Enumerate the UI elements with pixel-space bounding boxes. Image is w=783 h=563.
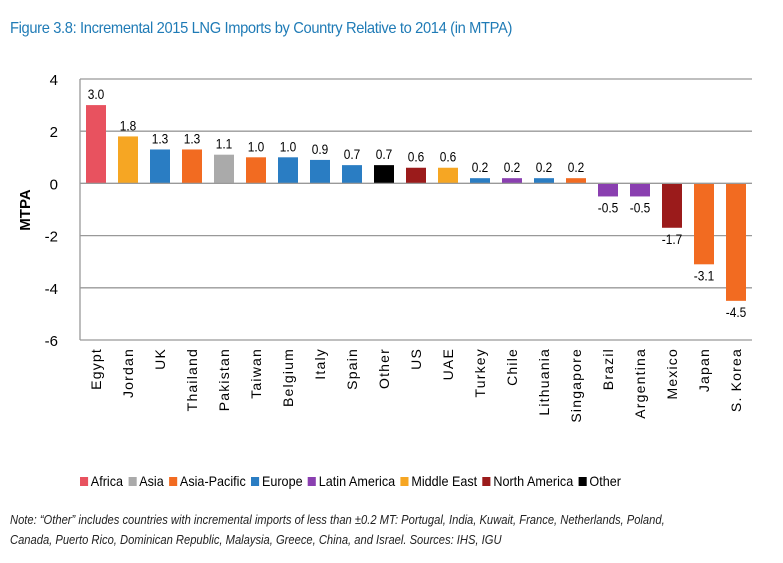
y-tick-label: -2	[45, 229, 58, 246]
chart-note: Note: “Other” includes countries with in…	[10, 512, 665, 547]
legend-swatch	[482, 476, 491, 486]
x-tick-label: Singapore	[568, 348, 584, 423]
legend-item: Middle East	[400, 473, 478, 489]
legend-swatch	[128, 476, 137, 486]
data-label: 1.8	[120, 117, 137, 133]
legend-item: Europe	[251, 473, 303, 489]
bar-argentina	[630, 183, 650, 197]
legend-label: Africa	[90, 473, 124, 489]
legend-item: Other	[578, 473, 621, 489]
bar-uk	[150, 149, 170, 184]
bar-us	[406, 167, 426, 184]
x-tick-label: Belgium	[280, 348, 296, 407]
x-tick-label: Taiwan	[248, 348, 264, 399]
bar-chile	[502, 178, 522, 184]
data-label: 0.2	[504, 159, 521, 175]
x-tick-label: Chile	[504, 348, 520, 386]
x-tick-label: Argentina	[632, 348, 648, 419]
x-tick-label: Egypt	[88, 348, 104, 390]
y-tick-label: 2	[50, 124, 58, 141]
legend-item: Latin America	[307, 473, 396, 489]
x-tick-label: S. Korea	[728, 348, 744, 412]
x-tick-label: UAE	[440, 348, 456, 380]
x-tick-label: Pakistan	[216, 348, 232, 411]
legend-item: Asia	[128, 473, 164, 489]
bar-taiwan	[246, 157, 266, 184]
bar-jordan	[118, 136, 138, 184]
data-label: 3.0	[88, 86, 105, 102]
data-label: -0.5	[598, 200, 618, 216]
x-tick-label: Japan	[696, 348, 712, 392]
bar-italy	[310, 159, 330, 184]
x-tick-label: Jordan	[120, 348, 136, 398]
data-label: 1.3	[152, 131, 169, 147]
legend-label: Asia	[139, 473, 164, 489]
y-tick-label: 0	[50, 176, 58, 193]
bar-turkey	[470, 178, 490, 184]
data-label: 0.7	[376, 146, 393, 162]
legend-swatch	[307, 476, 317, 486]
x-tick-label: Other	[376, 348, 392, 389]
y-tick-label: 4	[50, 72, 58, 89]
bar-uae	[438, 167, 458, 184]
data-label: -1.7	[662, 231, 682, 247]
chart-legend: Africa Asia Asia-Pacific Europe Latin Americ…	[80, 473, 621, 489]
data-label: 0.2	[536, 159, 553, 175]
bar-singapore	[566, 178, 586, 184]
data-label: 1.0	[248, 138, 265, 154]
x-tick-label: Spain	[344, 348, 360, 390]
bar-spain	[342, 165, 362, 184]
bar-pakistan	[214, 154, 234, 184]
bar-japan	[694, 183, 714, 265]
data-label: 0.2	[568, 159, 585, 175]
data-label: -4.5	[726, 304, 746, 320]
x-tick-label: US	[408, 348, 424, 370]
legend-swatch	[578, 476, 587, 486]
y-tick-label: -4	[45, 281, 58, 298]
x-tick-label: UK	[152, 348, 168, 370]
x-tick-label: Turkey	[472, 348, 488, 397]
data-label: -3.1	[694, 267, 714, 283]
legend-label: Europe	[261, 473, 303, 489]
y-axis-label: MTPA	[17, 189, 34, 231]
data-label: -0.5	[630, 200, 650, 216]
bar-s-korea	[726, 183, 746, 301]
x-tick-label: Brazil	[600, 348, 616, 390]
data-label: 0.6	[440, 149, 457, 165]
x-tick-label: Thailand	[184, 348, 200, 411]
x-tick-label: Mexico	[664, 348, 680, 400]
data-label: 0.7	[344, 146, 361, 162]
legend-label: Middle East	[411, 473, 478, 489]
legend-label: Latin America	[318, 473, 396, 489]
legend-item: Africa	[80, 473, 123, 489]
data-label: 1.1	[216, 136, 233, 152]
bar-mexico	[662, 183, 682, 228]
legend-label: Asia-Pacific	[179, 473, 246, 489]
data-label: 0.2	[472, 159, 489, 175]
data-label: 0.9	[312, 141, 329, 157]
bar-chart: 4 2 0 -2 -4 -6 MTPA 3.0 Egypt 1.8 Jordan 1.3 UK 1.3 Th…	[17, 72, 752, 423]
legend-swatch	[80, 476, 89, 486]
chart-title: Figure 3.8: Incremental 2015 LNG Imports…	[10, 20, 513, 37]
x-tick-label: Lithuania	[536, 348, 552, 416]
legend-label: Other	[589, 473, 621, 489]
data-label: 1.3	[184, 131, 201, 147]
bar-lithuania	[534, 178, 554, 184]
bar-brazil	[598, 183, 618, 197]
y-tick-label: -6	[45, 333, 58, 350]
legend-swatch	[169, 476, 178, 486]
bar-belgium	[278, 157, 298, 184]
bar-thailand	[182, 149, 202, 184]
legend-item: Asia-Pacific	[169, 473, 246, 489]
legend-label: North America	[493, 473, 574, 489]
data-label: 0.6	[408, 149, 425, 165]
legend-swatch	[251, 476, 260, 486]
legend-item: North America	[482, 473, 574, 489]
bar-other	[374, 165, 394, 184]
bar-egypt	[86, 105, 106, 184]
x-tick-label: Italy	[312, 348, 328, 380]
legend-swatch	[400, 476, 409, 486]
data-label: 1.0	[280, 138, 297, 154]
